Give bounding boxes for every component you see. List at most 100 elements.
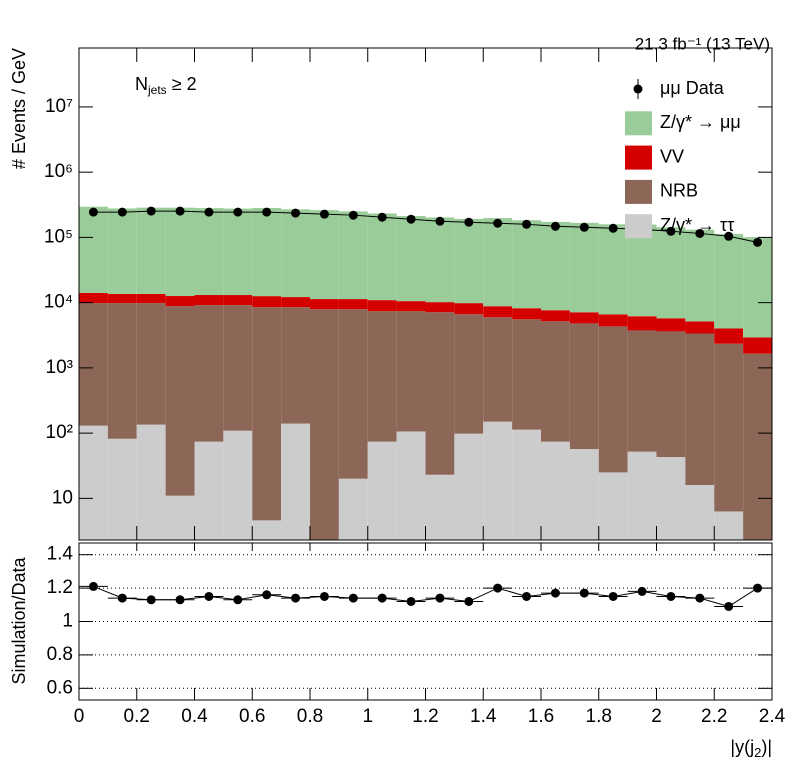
stack-bar: [396, 216, 426, 302]
data-point: [608, 223, 618, 233]
legend-label: Z/γ* → ττ: [660, 215, 734, 235]
stack-bar: [541, 321, 570, 442]
selection-sub: jets: [147, 83, 167, 97]
stack-bar: [425, 217, 455, 303]
stack-bar: [656, 331, 686, 458]
ratio-point: [464, 596, 474, 606]
stack-bar: [569, 222, 599, 313]
data-point: [493, 218, 503, 228]
x-tick-label: 0.8: [297, 706, 323, 727]
stack-bar: [396, 431, 426, 540]
frame: [78, 542, 773, 701]
ratio-point: [608, 591, 618, 601]
stack-bar: [743, 337, 772, 354]
stack-bar: [107, 208, 137, 294]
stack-bar: [136, 207, 166, 294]
y-tick-label: 10⁶: [44, 161, 73, 182]
stack-bar: [281, 423, 310, 540]
ratio-point: [522, 591, 532, 601]
stack-bar: [79, 292, 108, 304]
stack-bar: [79, 425, 108, 540]
stack-bar: [512, 308, 541, 320]
data-point: [695, 228, 705, 238]
stack-bar: [454, 433, 484, 540]
x-axis-label: |y(j2)|: [730, 737, 772, 761]
stack-bar: [425, 312, 455, 475]
stack-bar: [598, 326, 628, 473]
x-tick-label: 0: [74, 706, 85, 727]
ratio-point: [753, 583, 763, 593]
stack-bar: [194, 208, 224, 296]
data-point: [579, 222, 589, 232]
stack-bar: [107, 303, 137, 439]
stack-bar: [165, 207, 195, 297]
stack-bar: [598, 224, 628, 315]
stack-bar: [79, 206, 108, 293]
ratio-point: [435, 593, 445, 603]
stack-bar: [165, 296, 195, 307]
stack-bar: [656, 318, 686, 332]
data-point: [522, 219, 532, 229]
stack-bar: [136, 293, 166, 304]
y-tick-label: 10: [52, 487, 73, 508]
stack-bar: [367, 441, 397, 540]
ratio-point: [550, 588, 560, 598]
stack-bar: [743, 237, 772, 338]
stack-bar: [252, 296, 282, 308]
ratio-point: [117, 593, 127, 603]
ratio-point: [262, 590, 272, 600]
stack-bar: [194, 305, 224, 442]
legend-swatch: [625, 145, 652, 170]
stack-bar: [252, 307, 282, 521]
data-point: [88, 207, 98, 217]
stack-bar: [165, 495, 195, 540]
stack-bar: [107, 438, 137, 540]
y-tick-label: 10³: [46, 357, 73, 378]
selection-rest: ≥ 2: [172, 74, 197, 94]
stack-bar: [223, 305, 253, 431]
stack-bar: [367, 213, 397, 301]
stack-bar: [396, 301, 426, 312]
data-point: [377, 212, 387, 222]
ratio-y-axis-label: Simulation/Data: [9, 556, 29, 684]
x-label-end: )|: [761, 737, 772, 757]
stack-bar: [252, 207, 282, 297]
data-point: [233, 207, 243, 217]
y-tick-label: 1.2: [47, 577, 73, 598]
ratio-point: [348, 593, 358, 603]
stack-bar: [483, 421, 513, 540]
stack-bar: [569, 323, 599, 450]
stack-bar: [685, 485, 715, 540]
stack-bar: [685, 321, 715, 334]
data-point: [724, 231, 734, 241]
stack-bar: [714, 233, 744, 329]
stack-bar: [627, 451, 657, 540]
x-tick-label: 2: [651, 706, 662, 727]
legend-label: VV: [660, 146, 684, 166]
stack-bar: [512, 220, 541, 309]
x-tick-label: 0.2: [124, 706, 150, 727]
stack-bar: [107, 293, 137, 304]
luminosity: 21.3 fb⁻¹ (13 TeV): [635, 34, 770, 53]
stack-bar: [425, 474, 455, 540]
stack-bar: [454, 218, 484, 304]
data-point: [406, 214, 416, 224]
data-point: [175, 206, 185, 216]
stack-bar: [310, 309, 339, 540]
x-tick-label: 1: [362, 706, 373, 727]
ratio-point: [88, 581, 98, 591]
stack-bar: [714, 328, 744, 344]
legend-swatch: [625, 111, 652, 136]
ratio-plot: [79, 581, 772, 611]
data-point: [291, 208, 301, 218]
ratio-point: [695, 593, 705, 603]
ratio-point: [146, 595, 156, 605]
ratio-point: [637, 586, 647, 596]
y-axis-label: # Events / GeV: [9, 48, 29, 169]
stack-bar: [627, 316, 657, 331]
ratio-point: [377, 593, 387, 603]
x-tick-label: 1.4: [470, 706, 497, 727]
ratio-point: [493, 583, 503, 593]
ratio-point: [175, 595, 185, 605]
